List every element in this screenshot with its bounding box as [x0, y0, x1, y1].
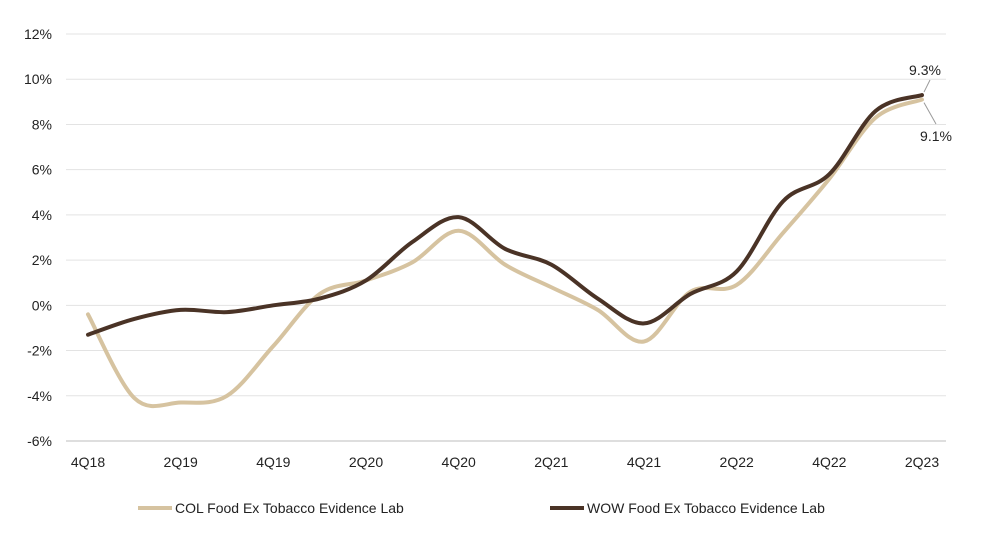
x-tick-label: 4Q21 — [627, 454, 661, 470]
y-tick-label: 2% — [32, 252, 52, 268]
y-tick-label: -2% — [27, 343, 52, 359]
x-tick-label: 2Q20 — [349, 454, 383, 470]
x-tick-label: 4Q20 — [442, 454, 476, 470]
annotation-col-end-value: 9.1% — [920, 128, 952, 144]
x-tick-label: 2Q19 — [164, 454, 198, 470]
y-tick-label: 10% — [24, 71, 52, 87]
x-tick-label: 4Q22 — [812, 454, 846, 470]
y-tick-label: 6% — [32, 162, 52, 178]
y-tick-label: 12% — [24, 26, 52, 42]
x-tick-label: 4Q18 — [71, 454, 105, 470]
x-tick-label: 4Q19 — [256, 454, 290, 470]
y-tick-label: 0% — [32, 297, 52, 313]
legend: COL Food Ex Tobacco Evidence Lab WOW Food… — [138, 500, 825, 516]
series-line-wow — [86, 93, 924, 337]
x-tick-label: 2Q22 — [720, 454, 754, 470]
x-tick-label: 2Q21 — [534, 454, 568, 470]
legend-label-col: COL Food Ex Tobacco Evidence Lab — [175, 500, 404, 516]
end-annotations: 9.3% 9.1% — [909, 62, 952, 144]
x-tick-label: 2Q23 — [905, 454, 939, 470]
grid — [66, 33, 946, 442]
series-lines — [86, 93, 924, 409]
annotation-wow-end-value: 9.3% — [909, 62, 941, 78]
y-tick-label: -4% — [27, 388, 52, 404]
y-tick-label: -6% — [27, 433, 52, 449]
x-axis-ticks: 4Q18 2Q19 4Q19 2Q20 4Q20 2Q21 4Q21 2Q22 4Q22 2Q23 — [71, 454, 939, 470]
annotation-leader — [923, 79, 931, 93]
y-axis-ticks: -6% -4% -2% 0% 2% 4% 6% 8% 10% 12% — [24, 26, 52, 449]
annotation-leader — [923, 102, 937, 125]
legend-label-wow: WOW Food Ex Tobacco Evidence Lab — [587, 500, 825, 516]
y-tick-label: 8% — [32, 116, 52, 132]
y-tick-label: 4% — [32, 207, 52, 223]
series-line-col — [86, 97, 924, 409]
